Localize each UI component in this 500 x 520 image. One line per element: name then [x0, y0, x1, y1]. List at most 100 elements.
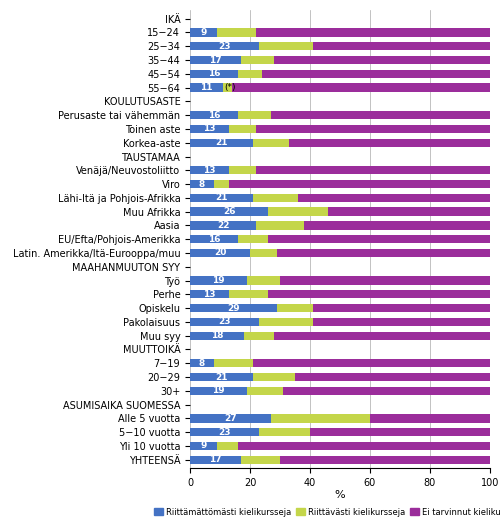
Bar: [190, 235, 238, 243]
Text: 17: 17: [209, 455, 222, 464]
Bar: [304, 222, 490, 229]
Bar: [190, 318, 259, 326]
Bar: [238, 442, 490, 450]
Text: 19: 19: [212, 276, 225, 285]
Bar: [190, 70, 238, 78]
Bar: [256, 28, 490, 36]
Bar: [190, 207, 268, 216]
Bar: [190, 414, 271, 423]
Bar: [271, 111, 490, 119]
Bar: [313, 42, 490, 50]
Bar: [274, 56, 490, 64]
Bar: [262, 70, 490, 78]
Text: 23: 23: [218, 317, 231, 327]
Text: 20: 20: [214, 249, 226, 257]
Bar: [259, 42, 313, 50]
Bar: [217, 28, 256, 36]
Bar: [256, 222, 304, 229]
Text: 13: 13: [203, 166, 216, 175]
Bar: [229, 180, 490, 188]
Text: 29: 29: [227, 304, 240, 313]
Bar: [310, 428, 490, 436]
Text: 13: 13: [203, 290, 216, 299]
Text: 16: 16: [208, 69, 220, 79]
Bar: [289, 139, 490, 147]
Bar: [268, 235, 490, 243]
Bar: [280, 277, 490, 284]
Bar: [190, 290, 229, 298]
Text: 26: 26: [223, 207, 235, 216]
Bar: [190, 359, 214, 368]
Bar: [238, 70, 262, 78]
Bar: [253, 139, 289, 147]
Bar: [229, 166, 256, 174]
Text: 23: 23: [218, 427, 231, 437]
Bar: [256, 125, 490, 133]
Bar: [190, 332, 244, 340]
Bar: [214, 180, 229, 188]
Bar: [298, 194, 490, 202]
Bar: [190, 277, 247, 284]
Bar: [238, 111, 271, 119]
Bar: [244, 332, 274, 340]
Bar: [253, 373, 295, 381]
Bar: [238, 235, 268, 243]
Bar: [190, 111, 238, 119]
Text: 13: 13: [203, 124, 216, 134]
Bar: [247, 387, 283, 395]
Bar: [190, 373, 253, 381]
Bar: [190, 194, 253, 202]
Bar: [256, 166, 490, 174]
Bar: [190, 249, 250, 257]
Bar: [241, 456, 280, 464]
Bar: [190, 83, 223, 92]
Bar: [277, 249, 490, 257]
Bar: [295, 373, 490, 381]
Text: 9: 9: [200, 441, 206, 450]
Bar: [217, 442, 238, 450]
Bar: [223, 83, 232, 92]
Bar: [313, 318, 490, 326]
Bar: [253, 359, 490, 368]
Text: 18: 18: [211, 331, 223, 340]
Bar: [190, 222, 256, 229]
Bar: [229, 125, 256, 133]
Bar: [250, 249, 277, 257]
Bar: [190, 387, 247, 395]
Legend: Riittämättömästi kielikursseja, Riittävästi kielikursseja, Ei tarvinnut kielikur: Riittämättömästi kielikursseja, Riittävä…: [151, 504, 500, 520]
Bar: [190, 28, 217, 36]
Bar: [253, 194, 298, 202]
Text: 16: 16: [208, 235, 220, 244]
Bar: [277, 304, 313, 312]
Bar: [190, 42, 259, 50]
Bar: [370, 414, 490, 423]
Bar: [190, 180, 214, 188]
Text: 22: 22: [217, 221, 229, 230]
Text: 19: 19: [212, 386, 225, 395]
Bar: [190, 428, 259, 436]
Bar: [328, 207, 490, 216]
Bar: [229, 290, 268, 298]
Bar: [268, 207, 328, 216]
Bar: [271, 414, 370, 423]
Bar: [190, 56, 241, 64]
Bar: [190, 166, 229, 174]
Bar: [280, 456, 490, 464]
Bar: [214, 359, 253, 368]
Text: 21: 21: [215, 138, 228, 147]
Bar: [274, 332, 490, 340]
Bar: [190, 125, 229, 133]
Bar: [247, 277, 280, 284]
Bar: [190, 456, 241, 464]
Text: 17: 17: [209, 56, 222, 64]
Text: 8: 8: [199, 359, 205, 368]
Bar: [259, 428, 310, 436]
Text: 9: 9: [200, 28, 206, 37]
Bar: [313, 304, 490, 312]
Bar: [190, 442, 217, 450]
Bar: [190, 304, 277, 312]
X-axis label: %: %: [334, 490, 345, 500]
Bar: [241, 56, 274, 64]
Bar: [283, 387, 490, 395]
Text: 8: 8: [199, 179, 205, 189]
